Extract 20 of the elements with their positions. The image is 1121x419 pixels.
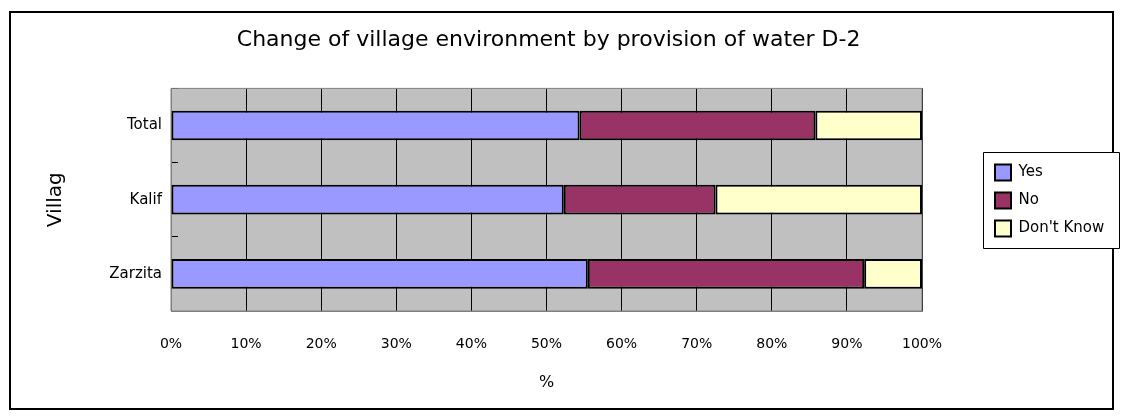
y-tick-label: Kalif — [129, 189, 163, 208]
x-tick-label: 70% — [681, 335, 713, 352]
x-tick-label: 80% — [756, 335, 788, 352]
x-tick-label: 60% — [606, 335, 638, 352]
x-tick-label: 40% — [455, 335, 487, 352]
y-tick-label: Total — [125, 115, 162, 134]
legend-label: Don't Know — [1018, 218, 1105, 237]
chart-title: Change of village environment by provision of water D-2 — [236, 25, 861, 51]
x-tick-label: 100% — [901, 335, 943, 352]
x-tick-label: 50% — [530, 335, 563, 352]
legend-label: No — [1018, 190, 1039, 209]
y-axis-title: Villag — [42, 172, 67, 228]
x-tick-label: 0% — [159, 335, 183, 352]
y-tick-label: Zarzita — [109, 263, 162, 282]
x-tick-label: 90% — [831, 335, 863, 352]
legend-label: Yes — [1017, 162, 1043, 181]
x-tick-label: 20% — [305, 335, 337, 352]
x-tick-label: 10% — [230, 335, 262, 352]
x-tick-label: 30% — [380, 335, 412, 352]
x-axis-title: % — [538, 371, 555, 391]
